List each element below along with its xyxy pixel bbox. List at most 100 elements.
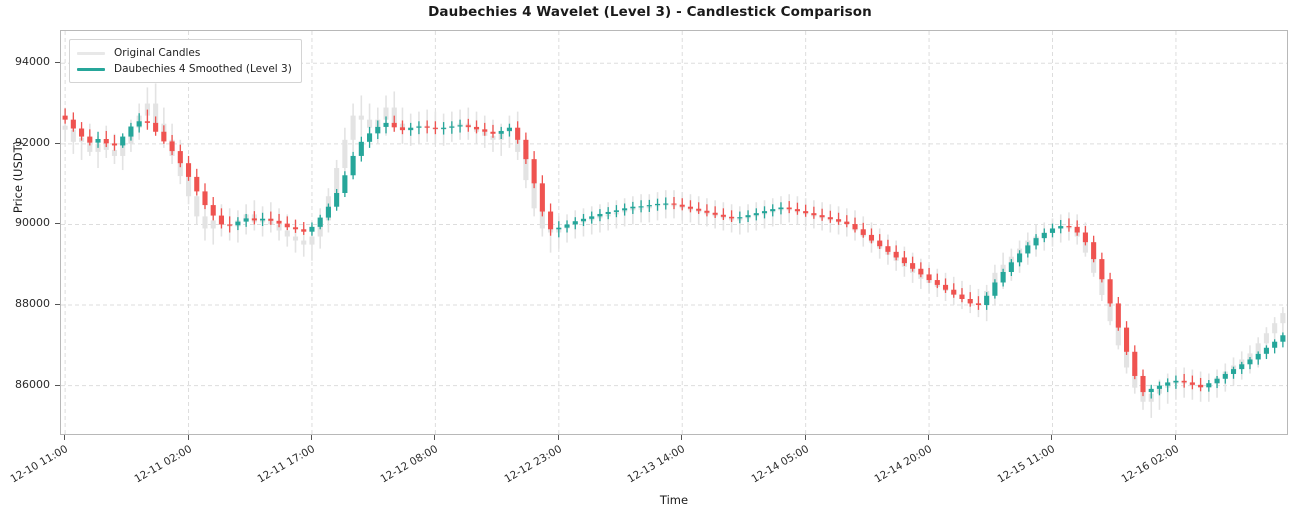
smoothed-candle <box>1165 378 1171 393</box>
candle-body <box>218 215 225 225</box>
smoothed-candle <box>852 217 858 233</box>
smoothed-candle <box>539 175 545 217</box>
candle-body <box>1115 303 1121 328</box>
candle-body <box>367 119 373 128</box>
candle-body <box>251 218 257 221</box>
candle-body <box>959 294 965 299</box>
candle-body <box>992 282 998 296</box>
smoothed-candle <box>893 245 899 261</box>
smoothed-candle <box>1239 361 1245 374</box>
smoothed-candle <box>120 133 126 148</box>
x-axis-tick-label: 12-13 14:00 <box>625 443 688 486</box>
candle-body <box>1082 232 1088 243</box>
smoothed-candle <box>1263 345 1269 360</box>
smoothed-candle <box>753 208 759 221</box>
y-axis-tick-label: 86000 <box>15 377 50 391</box>
candle-body <box>918 268 924 275</box>
candle-body <box>803 211 809 214</box>
candle-body <box>498 130 504 134</box>
legend-item[interactable]: Original Candles <box>77 45 292 61</box>
candle-body <box>1272 323 1278 334</box>
candle-body <box>893 251 899 258</box>
smoothed-candle <box>1247 357 1253 370</box>
x-axis-tick-label: 12-10 11:00 <box>8 443 71 486</box>
smoothed-candle <box>490 124 496 138</box>
candlestick-plot-svg <box>61 31 1287 434</box>
smoothed-candle <box>292 219 299 233</box>
smoothed-candle <box>309 222 315 236</box>
smoothed-candle <box>144 109 150 130</box>
smoothed-candle <box>391 115 397 132</box>
candle-body <box>1230 369 1237 374</box>
smoothed-candle <box>177 144 183 168</box>
candle-body <box>819 215 825 218</box>
candle-body <box>1173 380 1179 383</box>
candle-body <box>564 224 570 228</box>
candle-body <box>342 139 348 169</box>
smoothed-candle <box>1280 332 1286 348</box>
smoothed-candle <box>358 136 364 162</box>
x-axis-tick-mark <box>1051 435 1053 440</box>
smoothed-candle <box>737 211 743 224</box>
smoothed-candle <box>1123 321 1130 356</box>
candle-body <box>1017 253 1023 263</box>
candle-body <box>539 183 545 212</box>
smoothed-candle <box>111 134 118 151</box>
smoothed-candle <box>161 125 167 144</box>
candle-body <box>62 125 68 130</box>
candle-body <box>654 203 661 206</box>
candle-body <box>770 209 776 212</box>
candle-body <box>350 155 356 176</box>
candle-body <box>548 211 554 230</box>
x-axis-tick-label: 12-15 11:00 <box>995 443 1058 486</box>
candle-body <box>1263 347 1269 354</box>
smoothed-candle <box>284 216 290 231</box>
candle-body <box>1123 327 1130 352</box>
candle-body <box>597 213 603 217</box>
smoothed-candle <box>984 292 990 310</box>
candle-body <box>531 159 537 184</box>
smoothed-candle <box>79 122 85 141</box>
smoothed-candle <box>1066 218 1072 232</box>
candle-body <box>1140 375 1146 393</box>
smoothed-candle <box>959 288 965 303</box>
smoothed-candle <box>951 283 957 298</box>
smoothed-candle <box>663 197 669 210</box>
chart-title: Daubechies 4 Wavelet (Level 3) - Candles… <box>428 4 872 20</box>
candle-body <box>62 115 68 120</box>
smoothed-candle <box>301 222 307 235</box>
candle-body <box>1247 359 1253 365</box>
smoothed-candle <box>515 121 521 144</box>
candle-body <box>1074 226 1080 233</box>
candle-body <box>194 176 200 192</box>
candle-body <box>1058 226 1064 229</box>
smoothed-candle <box>367 126 373 148</box>
candle-body <box>276 220 282 224</box>
smoothed-candle <box>696 202 702 214</box>
smoothed-candle <box>416 121 422 135</box>
candle-body <box>144 121 150 123</box>
candle-body <box>334 193 340 207</box>
candle-body <box>679 204 685 207</box>
candle-body <box>975 303 981 306</box>
smoothed-candle <box>1272 339 1278 354</box>
candle-body <box>1099 272 1105 295</box>
smoothed-candle <box>1181 373 1187 388</box>
smoothed-candle <box>457 119 463 133</box>
candle-body <box>1066 226 1072 228</box>
legend-item[interactable]: Daubechies 4 Smoothed (Level 3) <box>77 61 292 77</box>
smoothed-candle <box>646 199 652 212</box>
candle-body <box>391 122 397 128</box>
candle-body <box>457 125 463 127</box>
candle-body <box>622 208 628 211</box>
y-axis-tick-label: 90000 <box>15 216 50 230</box>
smoothed-candle <box>819 208 825 221</box>
smoothed-candle <box>276 213 282 228</box>
candle-body <box>342 175 348 194</box>
smoothed-candle <box>1222 371 1228 384</box>
y-axis-tick-mark <box>55 384 60 386</box>
candle-body <box>301 240 307 245</box>
smoothed-candle <box>597 209 603 222</box>
smoothed-candles-series <box>62 108 1286 399</box>
candle-body <box>473 126 480 130</box>
